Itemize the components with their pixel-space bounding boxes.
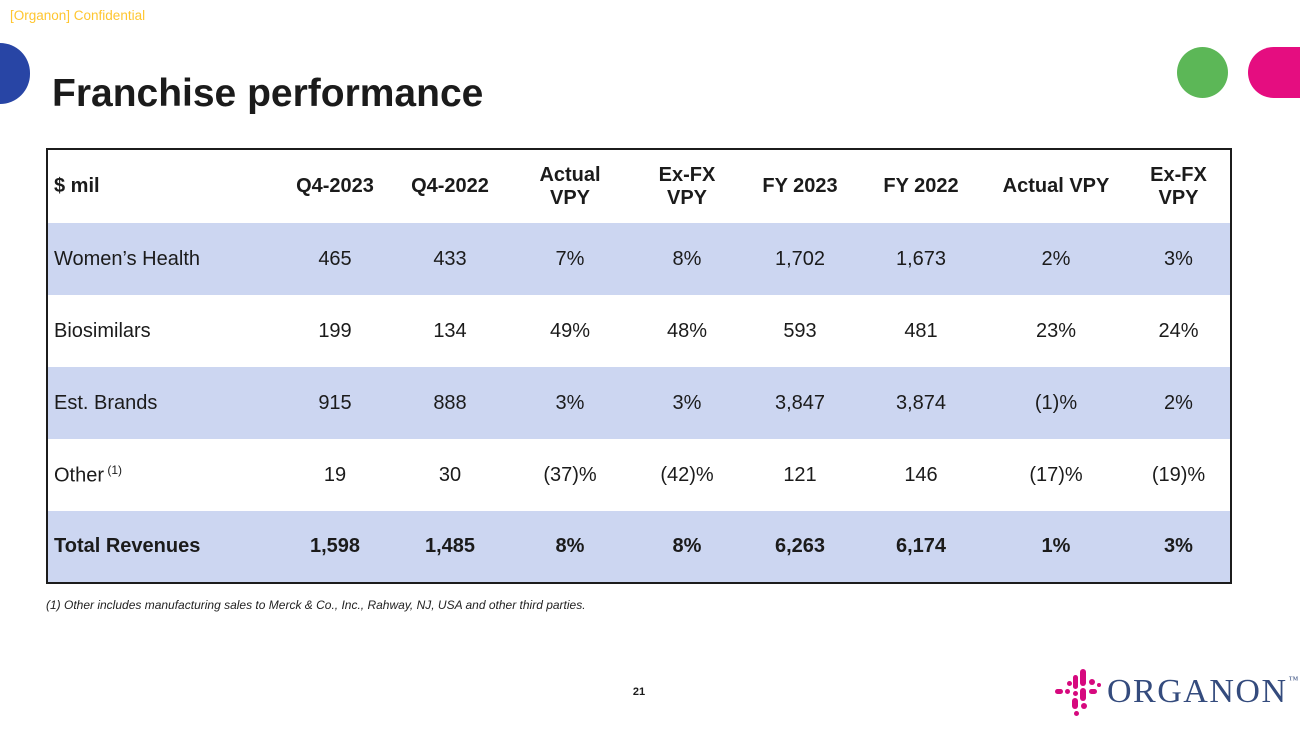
table-cell: 433 xyxy=(433,247,467,270)
table-cell: 30 xyxy=(438,463,462,486)
table-cell: 8% xyxy=(555,535,585,557)
column-header-unit: $ mil xyxy=(54,175,100,197)
table-cell: 915 xyxy=(318,391,352,414)
table-cell: 1,673 xyxy=(895,247,947,270)
column-header-fy-2023: FY 2023 xyxy=(762,175,838,197)
logo-dot-skyblue-icon xyxy=(1097,683,1101,687)
table-cell: 6,263 xyxy=(774,535,826,557)
table-cell: 593 xyxy=(783,319,817,342)
table-cell: 6,174 xyxy=(895,535,947,557)
table-cell: 134 xyxy=(433,319,467,342)
table-cell: 1,702 xyxy=(774,247,826,270)
table-cell: 3,847 xyxy=(774,391,826,414)
column-header-q4-2022: Q4-2022 xyxy=(411,175,489,197)
column-header-actual-vpy-q4: Actual VPY xyxy=(539,163,601,209)
footnote: (1) Other includes manufacturing sales t… xyxy=(46,598,586,612)
table-cell: 19 xyxy=(323,463,347,486)
franchise-performance-table: $ mil Q4-2023 Q4-2022 Actual VPY Ex-FX V… xyxy=(46,148,1232,584)
table-row: Other (1) 19 30 (37)% (42)% 121 146 (17)% (19)% xyxy=(47,439,1231,511)
table-cell: 146 xyxy=(904,463,938,486)
row-label: Total Revenues xyxy=(54,535,201,557)
logo-pill-icon xyxy=(1080,669,1086,686)
table-cell: 23% xyxy=(1035,319,1077,342)
table-cell: 1,485 xyxy=(424,535,476,557)
table-cell: 199 xyxy=(318,319,352,342)
logo-pill-icon xyxy=(1080,688,1086,701)
column-header-fy-2022: FY 2022 xyxy=(883,175,959,197)
table-cell: 8% xyxy=(672,535,702,557)
table-cell: (42)% xyxy=(660,463,714,486)
table-cell: 481 xyxy=(904,319,938,342)
row-label: Biosimilars xyxy=(54,319,151,342)
table-cell: 49% xyxy=(549,319,591,342)
table-cell: 24% xyxy=(1158,319,1199,342)
table-cell: 2% xyxy=(1164,391,1193,414)
table-cell: 1,598 xyxy=(309,535,361,557)
table-cell: 121 xyxy=(783,463,817,486)
table-cell: 8% xyxy=(672,247,702,270)
table-row: Est. Brands 915 888 3% 3% 3,847 3,874 (1)% 2% xyxy=(47,367,1231,439)
confidential-label: [Organon] Confidential xyxy=(10,8,146,23)
organon-logo: ORGANON ™ xyxy=(1055,668,1298,718)
table-cell: 1% xyxy=(1041,535,1071,557)
table-cell: 3% xyxy=(672,391,702,414)
footnote-marker: (1) xyxy=(104,462,123,477)
column-header-actual-vpy-fy: Actual VPY xyxy=(1002,175,1110,197)
table-cell: 2% xyxy=(1041,247,1071,270)
table-cell: 3,874 xyxy=(895,391,947,414)
logo-dot-icon xyxy=(1073,691,1078,696)
organon-logo-icon xyxy=(1055,668,1103,718)
table-cell: (1)% xyxy=(1034,391,1078,414)
logo-dash-icon xyxy=(1089,689,1097,694)
table-cell: 3% xyxy=(1164,247,1193,270)
row-label: Other (1) xyxy=(54,462,123,487)
page-title: Franchise performance xyxy=(52,72,484,116)
logo-pill-icon xyxy=(1073,675,1078,689)
table-row: Women’s Health 465 433 7% 8% 1,702 1,673 2% 3% xyxy=(47,223,1231,295)
decor-circle-green xyxy=(1177,47,1228,98)
decor-pill-magenta xyxy=(1248,47,1300,98)
table-cell: 465 xyxy=(318,247,352,270)
logo-dot-icon xyxy=(1089,679,1095,685)
table-header-row: $ mil Q4-2023 Q4-2022 Actual VPY Ex-FX V… xyxy=(47,149,1231,223)
table-cell: (19)% xyxy=(1151,463,1206,486)
column-header-q4-2023: Q4-2023 xyxy=(296,175,374,197)
column-header-exfx-vpy-q4: Ex-FX VPY xyxy=(658,163,716,209)
table-row: Biosimilars 199 134 49% 48% 593 481 23% 24% xyxy=(47,295,1231,367)
row-label: Est. Brands xyxy=(54,391,158,414)
logo-dot-icon xyxy=(1081,703,1087,709)
decor-semicircle-blue xyxy=(0,43,30,104)
table-cell: 3% xyxy=(1164,535,1193,557)
logo-pill-icon xyxy=(1072,698,1078,709)
logo-dot-icon xyxy=(1065,689,1070,694)
page-number: 21 xyxy=(632,686,646,698)
organon-wordmark: ORGANON xyxy=(1107,673,1288,710)
logo-dot-green-icon xyxy=(1074,711,1079,716)
table-cell: 3% xyxy=(555,391,585,414)
logo-dot-navy-icon xyxy=(1067,681,1072,686)
logo-dash-icon xyxy=(1055,689,1063,694)
table-cell: 7% xyxy=(555,247,585,270)
column-header-exfx-vpy-fy: Ex-FX VPY xyxy=(1150,163,1207,209)
table-cell: (37)% xyxy=(543,463,597,486)
table-cell: 888 xyxy=(433,391,467,414)
trademark-symbol: ™ xyxy=(1288,675,1299,686)
table-cell: 48% xyxy=(666,319,708,342)
table-cell: (17)% xyxy=(1029,463,1083,486)
row-label: Women’s Health xyxy=(54,247,200,270)
table-row: Total Revenues 1,598 1,485 8% 8% 6,263 6,174 1%… xyxy=(47,511,1231,583)
